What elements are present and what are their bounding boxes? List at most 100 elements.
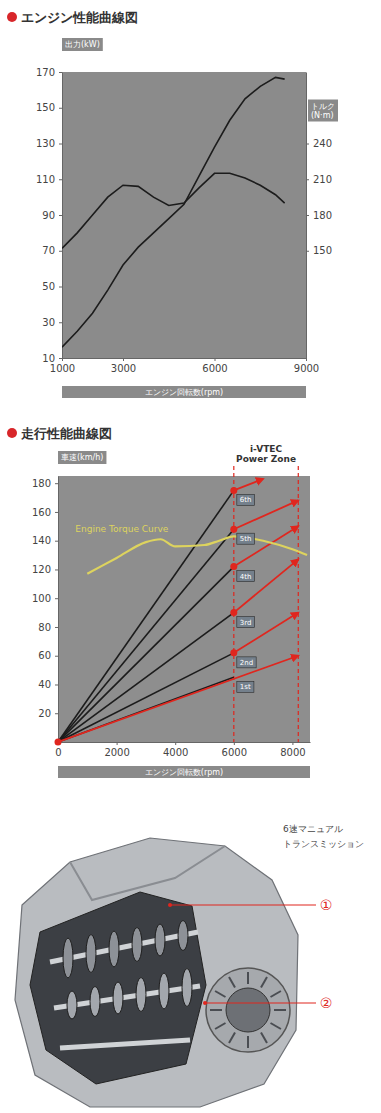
y-tick-label: 140 bbox=[32, 535, 51, 546]
y-tick-mark bbox=[59, 144, 62, 145]
x-tick-label: 8000 bbox=[280, 747, 305, 758]
y-tick: 150 bbox=[36, 102, 62, 113]
figure: エンジン性能曲線図1000300060009000103050709011013… bbox=[0, 0, 381, 1113]
transmission-gear bbox=[136, 978, 146, 1012]
start-dot bbox=[230, 526, 237, 533]
line-series bbox=[62, 77, 285, 347]
mark-labels: 1st2nd3rd4th5th6thEngine Torque Curve bbox=[73, 494, 256, 692]
y-tick-mark bbox=[59, 215, 62, 216]
axis-title: 車速(km/h) bbox=[61, 453, 103, 462]
axis-title-box: 出力(kW) bbox=[62, 38, 103, 51]
transmission-gear-tooth bbox=[271, 991, 281, 997]
x-axis-title: エンジン回転数(rpm) bbox=[145, 768, 223, 777]
axis-title-box: トルク(N·m) bbox=[308, 100, 338, 122]
transmission-differential-core bbox=[226, 988, 270, 1032]
transmission-gear bbox=[178, 921, 188, 951]
y-tick-label: 30 bbox=[42, 317, 55, 328]
x-tick-mark bbox=[175, 742, 176, 745]
arrow bbox=[234, 559, 298, 612]
y2-tick-label: 210 bbox=[313, 174, 332, 185]
x-axis: 1000300060009000 bbox=[50, 358, 319, 374]
line-series bbox=[58, 613, 234, 742]
x-axis-title-bar: エンジン回転数(rpm) bbox=[58, 766, 310, 778]
y-tick-mark bbox=[59, 322, 62, 323]
line-series bbox=[58, 490, 234, 742]
y-tick-label: 110 bbox=[36, 174, 55, 185]
section-header: エンジン性能曲線図 bbox=[7, 10, 138, 25]
y-tick-mark bbox=[55, 656, 58, 657]
y-tick-mark bbox=[55, 569, 58, 570]
y-tick: 80 bbox=[38, 622, 58, 633]
y2-tick-mark bbox=[306, 215, 309, 216]
x-tick-label: 3000 bbox=[111, 363, 136, 374]
gear-label: 3rd bbox=[240, 619, 252, 627]
y-axis-line bbox=[62, 73, 63, 359]
transmission-gear bbox=[90, 987, 100, 1017]
transmission-gear-tooth bbox=[274, 1009, 286, 1011]
y-tick: 120 bbox=[32, 564, 58, 575]
transmission-gear bbox=[155, 924, 165, 956]
x-tick: 6000 bbox=[202, 358, 227, 374]
transmission-gear bbox=[67, 991, 77, 1019]
y-tick-label: 80 bbox=[38, 622, 51, 633]
transmission-cutaway bbox=[30, 892, 206, 1084]
arrow bbox=[234, 613, 298, 653]
transmission-gear bbox=[182, 969, 192, 1007]
x-tick: 6000 bbox=[222, 742, 247, 758]
curve-label-background bbox=[73, 523, 171, 535]
transmission-gear-tooth bbox=[261, 977, 267, 987]
gear-label-box bbox=[237, 681, 254, 692]
x-tick-label: 4000 bbox=[163, 747, 188, 758]
y-axis: 20406080100120140160180 bbox=[32, 477, 59, 743]
y-tick: 40 bbox=[38, 679, 58, 690]
y-tick: 90 bbox=[42, 210, 62, 221]
x-axis-title-bar: エンジン回転数(rpm) bbox=[62, 386, 306, 398]
transmission-gear bbox=[113, 982, 123, 1014]
transmission-gear-tooth bbox=[229, 977, 235, 987]
callout-dot bbox=[203, 1001, 207, 1005]
start-dot bbox=[230, 649, 237, 656]
y-tick: 170 bbox=[36, 67, 62, 78]
y2-tick: 210 bbox=[306, 174, 332, 185]
x-tick-label: 6000 bbox=[222, 747, 247, 758]
y-tick-mark bbox=[59, 108, 62, 109]
transmission-differential bbox=[206, 968, 290, 1052]
y-tick-label: 130 bbox=[36, 138, 55, 149]
power-zone-line bbox=[298, 466, 299, 742]
plot-marks bbox=[58, 479, 307, 742]
y2-tick-mark bbox=[306, 179, 309, 180]
y-tick: 180 bbox=[32, 478, 58, 489]
y-tick-mark bbox=[55, 483, 58, 484]
y-tick: 70 bbox=[42, 245, 62, 256]
callout-dot bbox=[168, 903, 172, 907]
transmission-gear bbox=[109, 931, 119, 967]
y-tick: 50 bbox=[42, 281, 62, 292]
y-tick-label: 60 bbox=[38, 650, 51, 661]
x-tick-label: 9000 bbox=[294, 363, 319, 374]
transmission-rib bbox=[70, 846, 225, 900]
y-tick-label: 150 bbox=[36, 102, 55, 113]
x-axis-line bbox=[63, 358, 307, 359]
x-tick: 8000 bbox=[280, 742, 305, 758]
y-tick: 110 bbox=[36, 174, 62, 185]
y2-tick-label: 150 bbox=[313, 245, 332, 256]
transmission-gear bbox=[159, 973, 169, 1009]
x-tick-mark bbox=[123, 358, 124, 361]
power-zone: i-VTECPower Zone bbox=[234, 444, 298, 742]
y-tick: 20 bbox=[38, 708, 58, 719]
y-tick-mark bbox=[55, 512, 58, 513]
power-zone-line bbox=[233, 466, 234, 742]
axis-title: トルク(N·m) bbox=[311, 102, 335, 120]
y-tick: 30 bbox=[42, 317, 62, 328]
transmission-gear-tooth bbox=[271, 1023, 281, 1029]
power-zone-label: i-VTECPower Zone bbox=[236, 444, 296, 464]
y-tick: 100 bbox=[32, 593, 58, 604]
plot-area bbox=[58, 476, 310, 742]
gear-label: 6th bbox=[240, 496, 252, 504]
transmission-label: 6速マニュアル bbox=[283, 824, 343, 834]
y-tick: 60 bbox=[38, 650, 58, 661]
y2-tick: 180 bbox=[306, 210, 332, 221]
y-tick-mark bbox=[59, 72, 62, 73]
arrow bbox=[234, 479, 263, 491]
line-series bbox=[62, 173, 285, 248]
